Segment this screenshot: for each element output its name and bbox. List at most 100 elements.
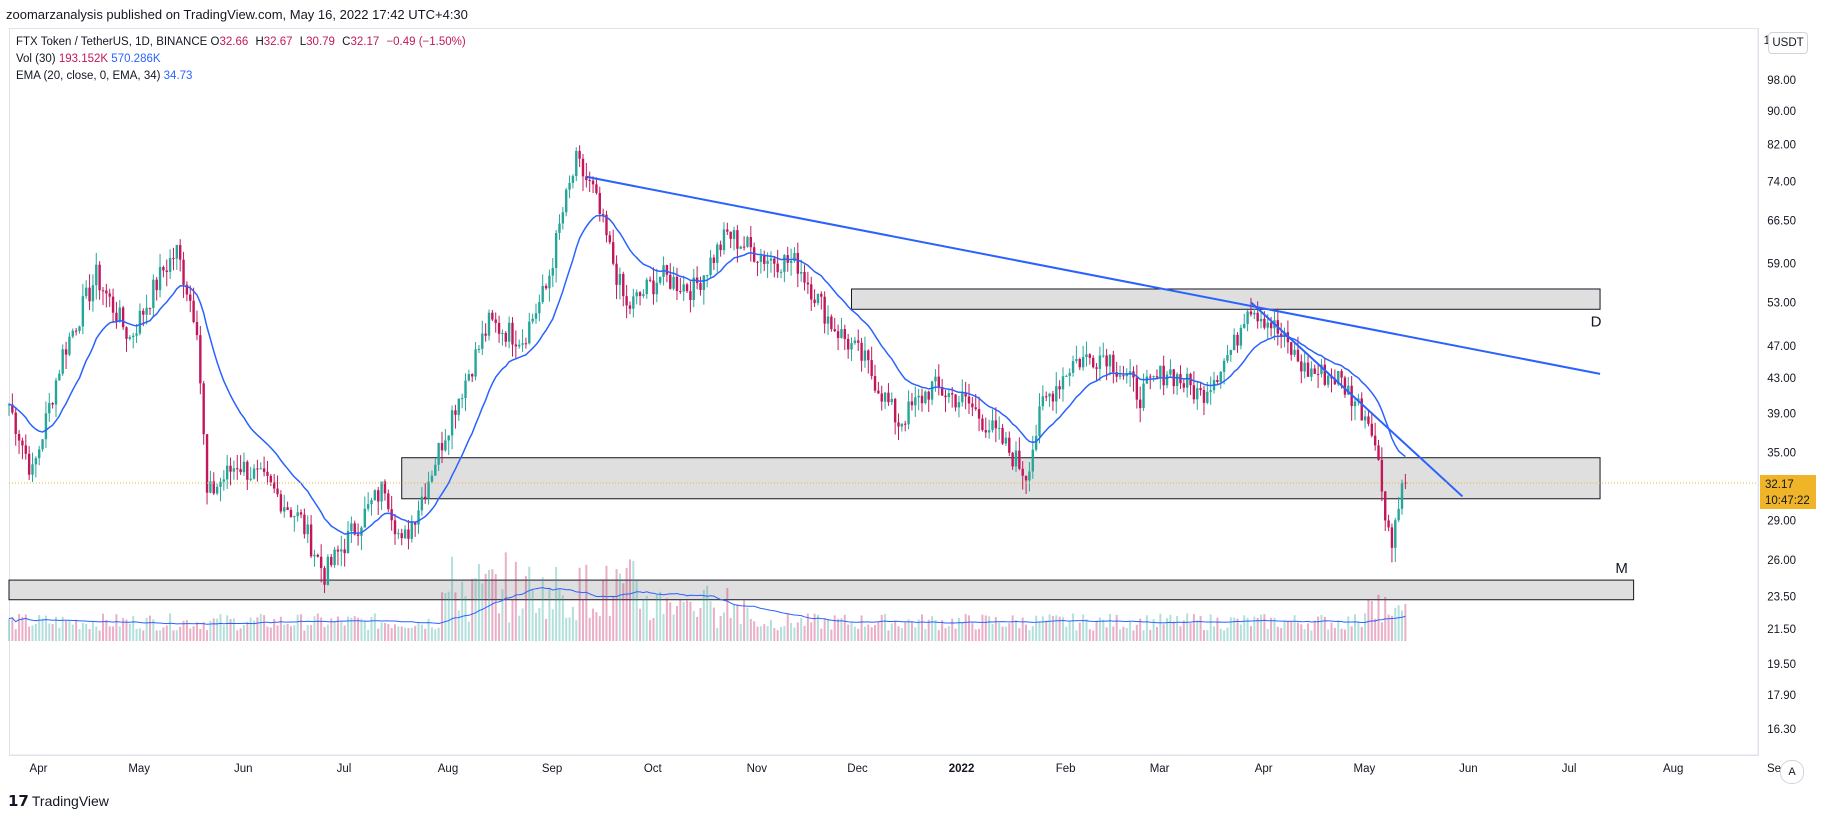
volume-bar [91, 621, 94, 641]
candle-body [269, 475, 273, 483]
candle-body [487, 312, 491, 336]
candle-body [766, 260, 769, 264]
volume-bar [286, 623, 289, 641]
candle-body [14, 412, 17, 434]
candle-body [1400, 482, 1404, 509]
volume-bar [444, 593, 447, 641]
low-value: 30.79 [306, 36, 335, 48]
volume-bar [414, 625, 417, 641]
volume-bar [1196, 620, 1199, 641]
volume-bar [481, 583, 484, 641]
candle-body [454, 410, 457, 415]
volume-bar [494, 574, 497, 641]
candle-body [763, 255, 766, 264]
candle-body [702, 275, 706, 290]
volume-bar [1307, 623, 1310, 641]
volume-bar [944, 628, 947, 641]
volume-bar [1169, 614, 1172, 641]
volume-bar [947, 626, 950, 641]
volume-bar [729, 617, 732, 641]
candle-body [716, 244, 719, 263]
candle-body [225, 465, 229, 480]
volume-bar [612, 596, 615, 641]
candle-body [719, 244, 722, 251]
x-tick-label: 2022 [949, 763, 975, 775]
candle-body [977, 409, 981, 419]
volume-bar [28, 626, 31, 641]
candle-body [883, 392, 887, 402]
sr-zone-mid [401, 457, 1601, 500]
candle-body [85, 287, 88, 297]
candle-body [759, 255, 763, 262]
volume-bar [968, 615, 970, 641]
volume-bar [1273, 617, 1276, 641]
volume-bar [1397, 605, 1400, 641]
volume-bar [491, 569, 494, 641]
volume-ma-value: 570.286K [111, 53, 161, 65]
candle-body [648, 279, 652, 281]
volume-bar [894, 621, 897, 641]
candle-body [1373, 435, 1377, 446]
y-tick-label: 59.00 [1767, 259, 1796, 271]
volume-bar [263, 615, 266, 641]
volume-bar [655, 594, 658, 641]
candle-body [1065, 375, 1068, 377]
candle-body [937, 376, 940, 388]
tradingview-footer[interactable]: 𝟭𝟳 TradingView [8, 792, 109, 810]
volume-bar [1337, 620, 1340, 641]
volume-bar [924, 629, 927, 641]
candle-body [672, 276, 675, 289]
close-value: 32.17 [350, 36, 380, 48]
volume-bar [279, 616, 282, 641]
candle-body [1202, 390, 1206, 403]
candle-body [504, 332, 507, 342]
volume-bar [1182, 620, 1185, 641]
candle-body [98, 264, 101, 291]
volume-bar [545, 618, 548, 641]
candle-body [1128, 371, 1132, 375]
auto-scale-button[interactable]: A [1780, 760, 1804, 784]
volume-bar [501, 589, 504, 641]
volume-bar [1152, 619, 1155, 641]
volume-bar [1028, 630, 1031, 641]
volume-bar [763, 624, 766, 641]
candle-body [897, 422, 900, 427]
volume-bar [394, 624, 397, 641]
candle-body [1115, 372, 1118, 377]
candle-body [595, 184, 598, 193]
volume-bar [1014, 620, 1017, 641]
candle-body [1142, 383, 1145, 409]
volume-bar [1380, 622, 1383, 641]
candle-body [1236, 334, 1239, 346]
volume-bar [1323, 616, 1326, 641]
candle-body [638, 292, 642, 296]
candle-body [1232, 334, 1236, 351]
volume-bar [175, 630, 178, 641]
volume-bar [232, 618, 235, 641]
volume-value: 193.152K [58, 53, 109, 65]
candle-body [709, 257, 712, 276]
candle-body [252, 468, 256, 479]
candle-body [340, 549, 343, 552]
volume-bar [8, 618, 10, 641]
candle-body [54, 380, 58, 405]
ema-20-line [8, 214, 1406, 535]
candle-body [685, 284, 689, 292]
volume-bar [511, 599, 514, 641]
volume-bar [1233, 617, 1236, 641]
volume-bar [125, 619, 128, 641]
candle-body [679, 291, 682, 293]
volume-bar [830, 629, 833, 641]
currency-selector[interactable]: USDT [1768, 32, 1808, 54]
volume-bar [689, 601, 692, 641]
volume-bar [652, 617, 655, 641]
candle-body [575, 150, 578, 177]
candle-body [1243, 324, 1246, 328]
candle-body [1004, 437, 1008, 444]
candle-body [276, 488, 279, 495]
volume-bar [1189, 623, 1192, 641]
volume-bar [122, 618, 125, 641]
candle-body [296, 512, 299, 517]
volume-bar [377, 628, 380, 641]
